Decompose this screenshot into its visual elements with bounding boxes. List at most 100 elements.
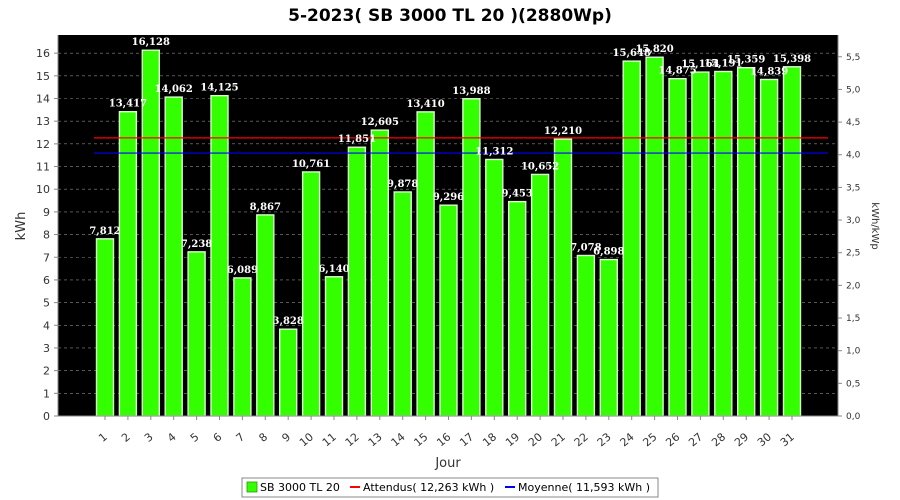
bar (759, 78, 779, 417)
data-label: 11,312 (475, 146, 513, 157)
x-tick-label: 4 (165, 430, 179, 444)
y2-tick-label: 4,0 (846, 151, 861, 161)
y-tick-label: 0 (43, 410, 50, 423)
x-tick-label: 8 (257, 430, 271, 444)
bar (164, 96, 183, 417)
y-axis-title: kWh (14, 212, 29, 241)
y-tick-label: 13 (36, 115, 50, 128)
bar (576, 254, 596, 417)
bars (95, 49, 802, 417)
x-tick-label: 14 (389, 430, 408, 449)
bar (324, 276, 344, 417)
bar (599, 258, 618, 417)
x-tick-label: 27 (686, 430, 705, 449)
bar (668, 77, 687, 417)
legend-box (241, 477, 659, 498)
bar (645, 56, 664, 417)
x-tick-label: 6 (211, 430, 225, 444)
x-tick-label: 1 (96, 430, 110, 444)
x-tick-label: 15 (411, 430, 430, 449)
y2-tick-label: 1,0 (846, 347, 861, 357)
legend-label: Moyenne( 11,593 kWh ) (518, 481, 650, 494)
x-tick-label: 26 (663, 430, 682, 449)
x-tick-label: 25 (640, 430, 659, 449)
y-tick-label: 7 (43, 251, 50, 264)
legend-swatch (246, 481, 258, 493)
bar (187, 251, 206, 417)
bar (691, 71, 710, 417)
data-label: 15,359 (727, 55, 765, 66)
x-tick-label: 17 (457, 430, 476, 449)
bar (370, 129, 389, 417)
bar (95, 238, 115, 417)
legend-label: Attendus( 12,263 kWh ) (363, 481, 494, 494)
y-axis-right: 0,0 0,5 1,0 1,5 2,0 2,5 3,0 3,5 4,0 4,5 5,0 5,5 (837, 35, 861, 422)
bar (782, 66, 802, 417)
y-tick-label: 4 (43, 319, 50, 332)
bar (301, 171, 321, 417)
data-label: 7,238 (181, 239, 212, 250)
bar (439, 204, 458, 417)
y-tick-label: 15 (36, 70, 50, 83)
x-tick-label: 18 (480, 430, 499, 449)
bar (256, 214, 275, 417)
x-tick-label: 10 (297, 430, 316, 449)
data-label: 15,398 (773, 54, 811, 65)
data-label: 7,078 (570, 242, 601, 253)
bar (737, 66, 756, 417)
legend: SB 3000 TL 20 Attendus( 12,263 kWh ) Moyen… (241, 477, 659, 498)
data-label: 9,878 (387, 179, 418, 190)
y-tick-label: 1 (43, 387, 50, 400)
y-tick-label: 9 (43, 206, 50, 219)
x-axis-title: Jour (434, 456, 461, 471)
y-tick-label: 5 (43, 297, 50, 310)
x-tick-label: 19 (503, 430, 522, 449)
data-label: 8,867 (250, 202, 281, 213)
data-label: 13,988 (452, 86, 490, 97)
x-tick-label: 31 (778, 430, 797, 449)
x-tick-label: 29 (732, 430, 751, 449)
y-tick-label: 10 (36, 183, 50, 196)
y-tick-label: 12 (36, 138, 50, 151)
x-tick-label: 24 (618, 430, 637, 449)
bar (714, 70, 733, 417)
x-tick-label: 5 (188, 430, 202, 444)
y2-tick-label: 0,5 (846, 379, 860, 389)
x-tick-label: 22 (572, 430, 591, 449)
y2-tick-label: 2,5 (846, 249, 860, 259)
y2-tick-label: 3,5 (846, 183, 860, 193)
data-label: 10,761 (292, 159, 330, 170)
data-label: 15,191 (704, 58, 742, 69)
y2-tick-label: 4,5 (846, 118, 860, 128)
y2-tick-label: 5,0 (846, 85, 861, 95)
x-tick-label: 16 (434, 430, 453, 449)
x-tick-label: 7 (234, 430, 248, 444)
data-label: 14,062 (155, 84, 193, 95)
bar (393, 191, 412, 417)
data-label: 6,140 (318, 264, 349, 275)
data-label: 10,652 (521, 161, 559, 172)
bar (347, 146, 367, 417)
bar (622, 60, 641, 417)
data-label: 11,851 (338, 134, 376, 145)
y-tick-label: 8 (43, 229, 50, 242)
bar (118, 111, 138, 417)
chart-title: 5-2023( SB 3000 TL 20 )(2880Wp) (288, 6, 612, 26)
bar (553, 138, 573, 417)
bar (279, 328, 298, 417)
y-tick-label: 14 (36, 93, 50, 106)
data-label: 7,812 (89, 226, 120, 237)
data-label: 13,417 (109, 99, 147, 110)
data-label: 14,839 (750, 66, 788, 77)
y-tick-label: 2 (43, 365, 50, 378)
x-tick-label: 20 (526, 430, 545, 449)
y2-tick-label: 1,5 (846, 314, 860, 324)
data-label: 9,453 (502, 189, 533, 200)
bar (485, 158, 504, 417)
data-label: 3,828 (273, 316, 304, 327)
data-label: 9,296 (433, 192, 464, 203)
bar (508, 200, 527, 417)
